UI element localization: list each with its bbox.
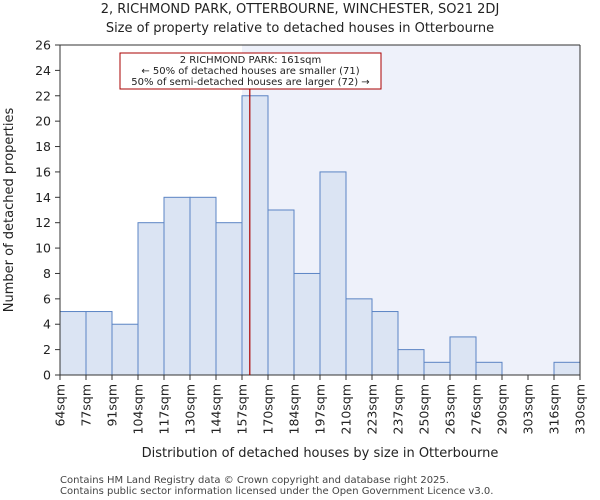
x-axis-label: Distribution of detached houses by size …	[142, 446, 499, 461]
histogram-bar	[449, 336, 477, 376]
footer-line2: Contains public sector information licen…	[60, 486, 493, 497]
x-tick-label: 223sqm	[365, 384, 380, 434]
annotation-line1: 2 RICHMOND PARK: 161sqm	[180, 55, 321, 66]
y-tick-label: 6	[43, 291, 51, 306]
x-tick-label: 91sqm	[105, 384, 120, 427]
x-tick-label: 330sqm	[573, 384, 588, 434]
x-tick-label: 237sqm	[391, 384, 406, 434]
chart-title-line1: 2, RICHMOND PARK, OTTERBOURNE, WINCHESTE…	[101, 2, 500, 17]
x-tick-label: 77sqm	[79, 384, 94, 427]
y-tick-label: 10	[35, 241, 51, 256]
x-tick-label: 117sqm	[157, 384, 172, 434]
y-tick-label: 12	[35, 215, 51, 230]
x-tick-label: 263sqm	[443, 384, 458, 434]
x-tick-label: 276sqm	[469, 384, 484, 434]
annotation-line3: 50% of semi-detached houses are larger (…	[131, 77, 369, 88]
x-tick-label: 316sqm	[547, 384, 562, 434]
y-tick-label: 18	[35, 139, 51, 154]
y-tick-label: 14	[35, 190, 51, 205]
histogram-bar	[371, 311, 399, 376]
y-tick-label: 4	[43, 317, 51, 332]
histogram-bar	[345, 298, 373, 376]
histogram-bar	[163, 196, 191, 376]
histogram-bar	[137, 222, 165, 376]
annotation-line2: ← 50% of detached houses are smaller (71…	[141, 66, 359, 77]
y-tick-label: 8	[43, 266, 51, 281]
histogram-bar	[189, 196, 217, 376]
x-tick-label: 250sqm	[417, 384, 432, 434]
x-tick-label: 303sqm	[521, 384, 536, 434]
y-tick-label: 26	[35, 38, 51, 53]
histogram-bar	[553, 361, 581, 376]
x-tick-label: 144sqm	[209, 384, 224, 434]
footer-line1: Contains HM Land Registry data © Crown c…	[60, 475, 449, 486]
histogram-bar	[423, 361, 451, 376]
histogram-bar	[475, 361, 503, 376]
x-tick-label: 130sqm	[183, 384, 198, 434]
y-axis-label: Number of detached properties	[2, 108, 17, 313]
histogram-bar	[111, 323, 139, 376]
histogram-bar	[215, 222, 243, 376]
histogram-bar	[59, 311, 87, 376]
y-tick-label: 22	[35, 88, 51, 103]
histogram-bar	[267, 209, 295, 376]
histogram-bar	[397, 349, 425, 376]
x-tick-label: 197sqm	[313, 384, 328, 434]
x-tick-label: 64sqm	[53, 384, 68, 427]
y-tick-label: 16	[35, 164, 51, 179]
x-tick-label: 157sqm	[235, 384, 250, 434]
chart-title-line2: Size of property relative to detached ho…	[106, 21, 494, 36]
histogram-bar	[85, 311, 113, 376]
histogram-bar	[293, 272, 321, 376]
y-tick-label: 0	[43, 368, 51, 383]
histogram-bar	[241, 95, 269, 376]
annotation-box	[119, 52, 382, 90]
x-tick-label: 210sqm	[339, 384, 354, 434]
y-tick-label: 20	[35, 114, 51, 129]
histogram-bar	[319, 171, 347, 376]
y-tick-label: 24	[35, 63, 51, 78]
x-tick-label: 104sqm	[131, 384, 146, 434]
x-tick-label: 184sqm	[287, 384, 302, 434]
y-tick-label: 2	[43, 342, 51, 357]
x-tick-label: 170sqm	[261, 384, 276, 434]
x-tick-label: 290sqm	[495, 384, 510, 434]
